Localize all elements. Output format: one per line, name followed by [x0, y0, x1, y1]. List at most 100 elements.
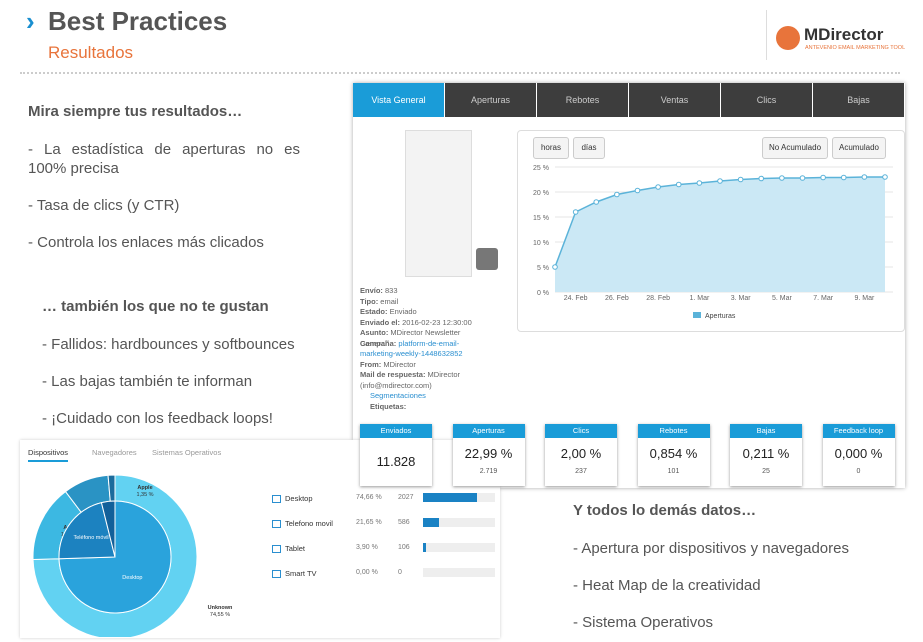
info-row: Estado: Enviado [360, 307, 480, 318]
info-value: platform-de-email-marketing-weekly-14486… [360, 338, 463, 359]
device-icon [272, 545, 281, 553]
report-tab[interactable]: Clics [721, 83, 812, 117]
report-tab[interactable]: Rebotes [537, 83, 628, 117]
info-value: 2016-02-23 12:30:00 [402, 317, 472, 327]
stat-label: Feedback loop [822, 424, 895, 438]
bullet: - Las bajas también te informan [42, 373, 253, 390]
point [717, 178, 723, 184]
point [799, 175, 806, 181]
logo-icon [776, 26, 800, 50]
chart-button[interactable]: horas [533, 137, 569, 159]
report-tab[interactable]: Ventas [629, 83, 720, 117]
logo: MDirector [804, 25, 884, 44]
info-label: Asunto: [360, 328, 389, 337]
stat-value: 22,99 % [464, 446, 513, 461]
info-row: Tipo: email [360, 297, 480, 308]
info-row: From: MDirector [360, 360, 480, 371]
stat-count: 2.719 [479, 468, 498, 475]
y-tick-label: 0 % [537, 290, 549, 297]
stat-value: 0,000 % [834, 446, 883, 461]
device-name: Telefono movil [285, 519, 333, 528]
stat-label: Clics [545, 424, 617, 438]
device-bar [423, 543, 426, 552]
point [737, 176, 744, 183]
outer-value: 1,35 % [136, 492, 153, 498]
device-track [423, 518, 495, 527]
device-name: Tablet [285, 544, 306, 553]
chart-box [517, 130, 905, 332]
bullet: - Fallidos: hardbounces y softbounces [42, 336, 295, 353]
legend-label: Aperturas [705, 313, 736, 320]
title: Best Practices [48, 6, 228, 36]
x-tick-label: 28. Feb [646, 295, 670, 302]
outer-label: Unknown [208, 605, 233, 611]
pie-slice [100, 500, 116, 558]
y-tick-label: 10 % [533, 240, 549, 247]
chart-button[interactable]: Acumulado [832, 137, 886, 159]
stat-count: 101 [667, 468, 680, 475]
info-value: MDirector (info@mdirector.com) [360, 370, 461, 390]
info-value: 833 [385, 286, 398, 295]
x-tick-label: 1. Mar [689, 295, 710, 302]
zoom-button[interactable] [476, 248, 498, 270]
bullet: - ¡Cuidado con los feedback loops! [42, 410, 273, 427]
info-row: Campaña: platform-de-email-marketing-wee… [360, 339, 480, 360]
heading: Mira siempre tus resultados… [28, 103, 243, 120]
chart-button[interactable]: No Acumulado [762, 137, 828, 159]
stat-count: 0 [856, 468, 861, 475]
divider [20, 72, 900, 74]
logo-separator [766, 10, 767, 60]
stat-value: 11.828 [376, 454, 416, 469]
chevron: › [26, 6, 35, 36]
point [779, 175, 785, 181]
bullet: - Sistema Operativos [573, 614, 714, 631]
etiquetas-label: Etiquetas: [370, 402, 407, 411]
report-tab[interactable]: Aperturas [445, 83, 536, 117]
opens-chart: 0 % 5 % 10 % 15 % 20 % 25 % 24. Feb 26. Feb 28. … [533, 165, 893, 320]
point [593, 199, 600, 205]
info-value: MDirector [383, 359, 416, 369]
point [552, 264, 558, 270]
info-row: Enviado el: 2016-02-23 12:30:00 [360, 318, 480, 329]
outer-value: 74,55 % [210, 612, 230, 618]
point [675, 181, 682, 188]
device-icon [272, 495, 281, 503]
devices-tab[interactable]: Sistemas Operativos [152, 448, 222, 457]
devices-tab[interactable]: Navegadores [92, 448, 137, 457]
stat-label: Enviados [360, 424, 432, 438]
inner-label: Teléfono móvil [73, 535, 108, 541]
report-tab[interactable]: Vista General [353, 83, 444, 117]
devices-tab[interactable]: Dispositivos [28, 448, 69, 462]
chart-button[interactable]: días [573, 137, 605, 159]
device-bar [423, 493, 477, 502]
outer-label: Apple [137, 485, 152, 491]
report-tab[interactable]: Bajas [813, 83, 904, 117]
point [634, 187, 641, 194]
y-tick-label: 25 % [533, 165, 549, 172]
x-tick-label: 9. Mar [854, 295, 875, 302]
heading: Y todos lo demás datos… [573, 502, 757, 519]
info-label: Enviado el: [360, 317, 401, 327]
device-count: 586 [398, 519, 410, 526]
device-bar [423, 518, 439, 527]
point [614, 191, 620, 198]
segmentaciones-link[interactable]: Segmentaciones [370, 391, 426, 400]
info-label: Tipo: [360, 296, 379, 306]
pie-slice [58, 502, 116, 560]
device-count: 2027 [398, 494, 414, 501]
bullet: - Heat Map de la creatividad [573, 577, 761, 594]
info-row: Asunto: MDirector Newsletter General [360, 328, 480, 349]
point [758, 175, 765, 182]
y-tick-label: 5 % [537, 265, 549, 272]
stat-value: 0,211 % [742, 446, 790, 461]
device-name: Smart TV [285, 569, 317, 578]
stat-value: 0,854 % [649, 446, 698, 461]
x-tick-label: 5. Mar [772, 295, 793, 302]
point [861, 174, 868, 180]
y-tick-label: 15 % [533, 215, 549, 222]
info-label: From: [360, 359, 382, 369]
device-count: 106 [398, 544, 410, 551]
info-label: Estado: [360, 307, 388, 316]
